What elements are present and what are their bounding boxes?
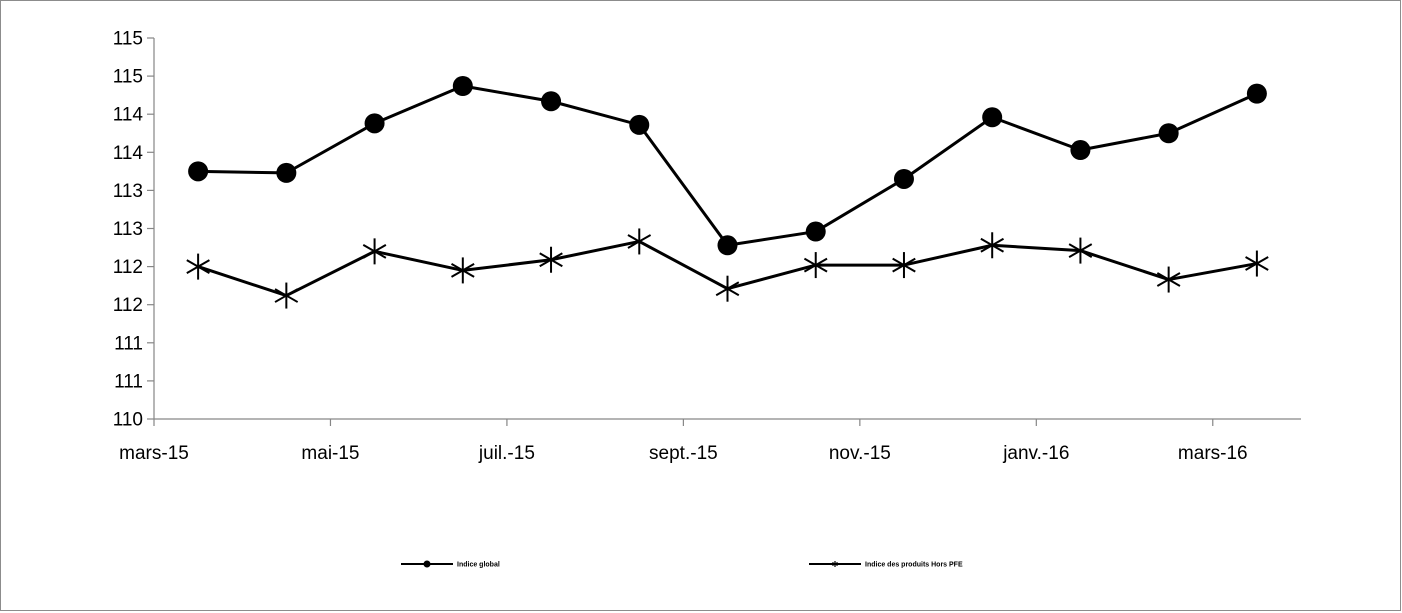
x-tick-label: janv.-16	[1002, 443, 1069, 464]
data-point-asterisk	[832, 561, 838, 567]
data-point-asterisk	[539, 246, 563, 273]
data-point-asterisk	[980, 232, 1005, 259]
data-point-circle	[1070, 140, 1091, 161]
y-tick-label: 110	[113, 410, 143, 431]
data-point-circle	[893, 168, 914, 189]
y-tick-label: 114	[113, 143, 144, 164]
series-indice-global	[188, 76, 1267, 256]
data-point-circle	[1246, 83, 1267, 104]
legend-item: Indice des produits Hors PFE	[809, 561, 963, 569]
y-tick-label: 112	[113, 295, 143, 316]
data-point-circle	[364, 113, 385, 134]
y-tick-label: 115	[113, 29, 143, 50]
data-point-circle	[982, 107, 1003, 128]
y-tick-label: 113	[113, 219, 143, 240]
series-indice-hors-pfe	[186, 228, 1269, 309]
x-tick-label: mai-15	[301, 443, 359, 464]
data-point-circle	[717, 235, 738, 256]
data-point-asterisk	[1068, 237, 1093, 264]
data-point-asterisk	[362, 238, 387, 265]
y-tick-label: 113	[113, 181, 143, 202]
data-point-circle	[423, 560, 431, 568]
data-point-circle	[541, 91, 562, 112]
legend: Indice global Indice des produits Hors PF…	[401, 560, 963, 569]
data-point-asterisk	[715, 275, 740, 302]
data-point-circle	[1158, 123, 1179, 144]
data-point-asterisk	[892, 252, 916, 279]
x-tick-label: nov.-15	[829, 443, 891, 464]
data-point-asterisk	[627, 228, 652, 255]
legend-label: Indice global	[457, 562, 500, 569]
data-point-asterisk	[803, 252, 828, 279]
data-point-circle	[805, 221, 826, 242]
x-tick-label: juil.-15	[478, 443, 535, 464]
series-line	[198, 84, 1258, 247]
data-point-circle	[188, 161, 209, 182]
series-group	[186, 76, 1269, 309]
data-point-asterisk	[274, 282, 299, 309]
y-tick-label: 111	[114, 371, 143, 392]
legend-item: Indice global	[401, 560, 500, 569]
data-point-circle	[276, 162, 297, 183]
data-point-asterisk	[450, 257, 475, 284]
legend-label: Indice des produits Hors PFE	[865, 562, 963, 569]
y-tick-label: 114	[113, 105, 144, 126]
x-tick-label: sept.-15	[649, 443, 718, 464]
axes	[147, 37, 1301, 426]
tick-labels: 110 111 111 112 112 113 113 114 114 115 115 mars-15…	[113, 29, 1248, 465]
data-point-asterisk	[186, 253, 210, 280]
data-point-asterisk	[1156, 266, 1181, 293]
data-point-circle	[452, 76, 473, 97]
x-tick-label: mars-16	[1178, 443, 1248, 464]
y-tick-label: 115	[113, 67, 143, 88]
x-tick-label: mars-15	[119, 443, 189, 464]
y-tick-label: 112	[113, 257, 143, 278]
data-point-circle	[629, 114, 650, 135]
data-point-asterisk	[1245, 250, 1269, 277]
y-tick-label: 111	[114, 333, 143, 354]
